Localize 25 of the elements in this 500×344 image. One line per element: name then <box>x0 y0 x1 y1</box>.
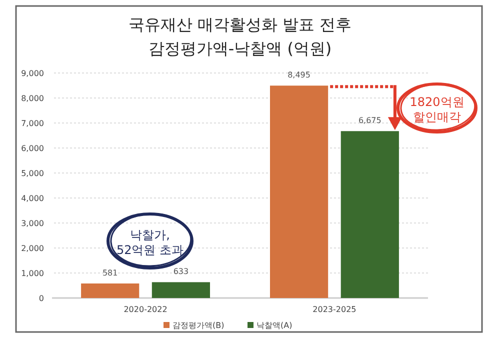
annotation: 1820억원 할인매각 <box>410 95 464 124</box>
bar <box>270 86 328 298</box>
bar <box>152 282 210 298</box>
y-tick-label: 6,000 <box>21 144 44 153</box>
legend-label: 낙찰액(A) <box>256 321 292 330</box>
y-tick-label: 2,000 <box>21 244 44 253</box>
bar <box>81 283 140 298</box>
bar <box>340 131 399 298</box>
y-tick-label: 9,000 <box>21 69 44 78</box>
annotation: 낙찰가, 52억원 초과 <box>116 228 184 257</box>
data-label: 8,495 <box>288 70 310 80</box>
y-tick-label: 5,000 <box>21 169 44 178</box>
data-label: 581 <box>102 268 118 278</box>
legend-label: 감정평가액(B) <box>172 321 224 330</box>
y-tick-label: 0 <box>38 294 44 303</box>
y-tick-label: 7,000 <box>21 119 44 128</box>
x-tick-label: 2023-2025 <box>312 305 356 314</box>
y-tick-label: 1,000 <box>21 269 44 278</box>
data-label: 633 <box>173 267 189 276</box>
y-tick-label: 3,000 <box>21 219 44 228</box>
x-tick-label: 2020-2022 <box>124 305 168 314</box>
y-tick-label: 4,000 <box>21 194 44 203</box>
y-tick-label: 8,000 <box>21 94 44 103</box>
chart-title: 국유재산 매각활성화 발표 전후 감정평가액-낙찰액 (억원) <box>128 15 352 58</box>
data-label: 6,675 <box>358 116 382 126</box>
